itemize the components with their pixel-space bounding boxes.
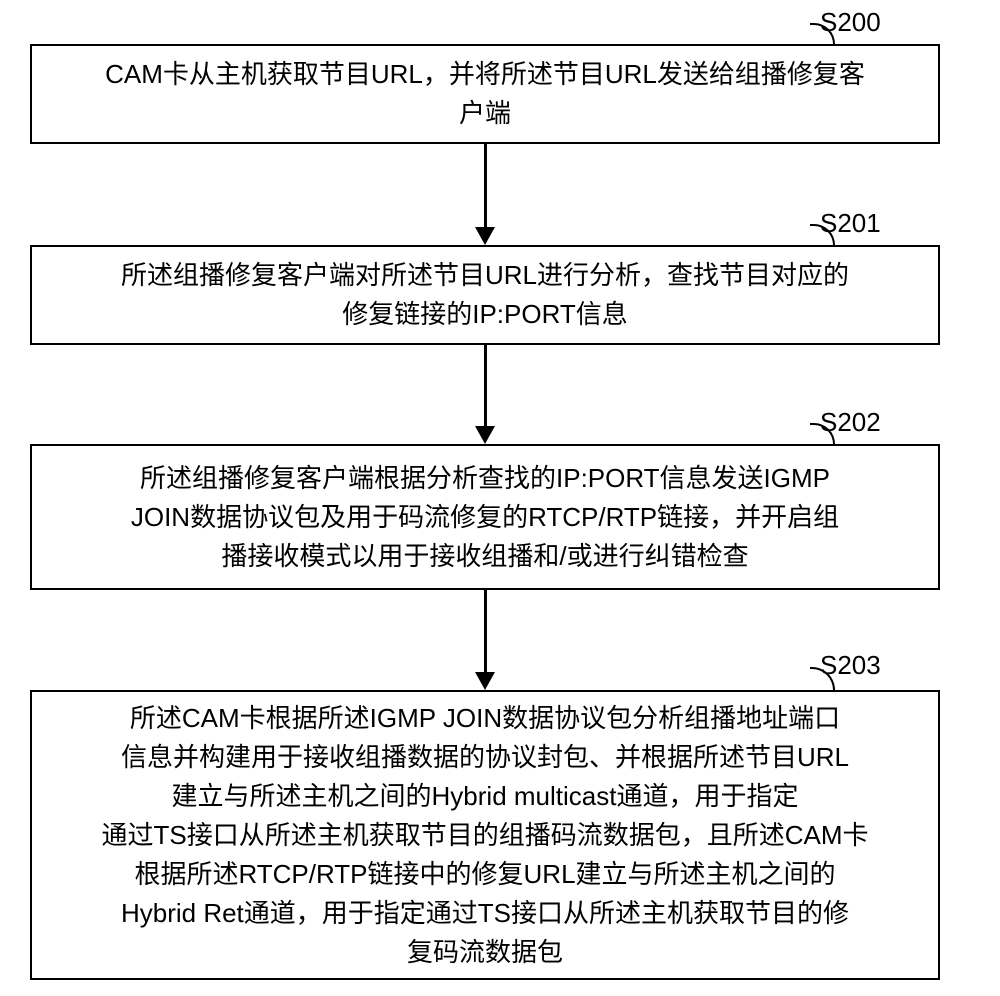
arrow-shaft-1 (484, 345, 487, 426)
flow-step-text-s200: CAM卡从主机获取节目URL，并将所述节目URL发送给组播修复客 户端 (32, 51, 938, 137)
flow-step-s200: CAM卡从主机获取节目URL，并将所述节目URL发送给组播修复客 户端 (30, 44, 940, 144)
flow-step-s203: 所述CAM卡根据所述IGMP JOIN数据协议包分析组播地址端口 信息并构建用于… (30, 690, 940, 980)
flow-step-s202: 所述组播修复客户端根据分析查找的IP:PORT信息发送IGMP JOIN数据协议… (30, 444, 940, 590)
flow-step-text-s203: 所述CAM卡根据所述IGMP JOIN数据协议包分析组播地址端口 信息并构建用于… (32, 695, 938, 976)
arrow-head-1 (475, 426, 495, 444)
arrow-head-0 (475, 227, 495, 245)
flow-step-s201: 所述组播修复客户端对所述节目URL进行分析，查找节目对应的 修复链接的IP:PO… (30, 245, 940, 345)
arrow-shaft-0 (484, 144, 487, 227)
flow-step-text-s201: 所述组播修复客户端对所述节目URL进行分析，查找节目对应的 修复链接的IP:PO… (32, 252, 938, 338)
arrow-head-2 (475, 672, 495, 690)
flowchart-canvas: CAM卡从主机获取节目URL，并将所述节目URL发送给组播修复客 户端S200所… (0, 0, 1000, 996)
arrow-shaft-2 (484, 590, 487, 672)
flow-step-text-s202: 所述组播修复客户端根据分析查找的IP:PORT信息发送IGMP JOIN数据协议… (32, 455, 938, 580)
